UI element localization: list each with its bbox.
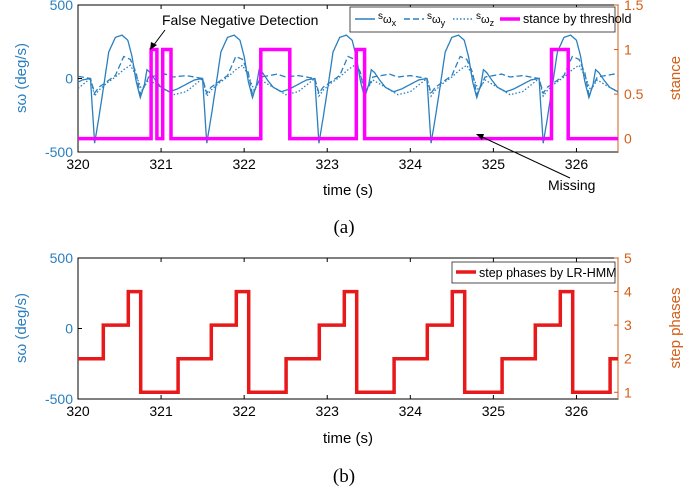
- x-tick-label-a-1: 321: [149, 156, 173, 172]
- legend-sx-base: s: [378, 11, 383, 22]
- x-tick-label-b-5: 325: [482, 403, 506, 419]
- y-left-tick-label-b-2: -500: [45, 391, 73, 407]
- series-sy-a: [77, 55, 619, 97]
- x-tick-label-b-2: 322: [232, 403, 256, 419]
- y-axis-left-label-b: sω (deg/s): [13, 293, 30, 363]
- y-left-tick-label-a-0: 500: [50, 0, 74, 13]
- legend-b: step phases by LR-HMM: [451, 261, 617, 284]
- annotation-false-negative-arrow: [152, 29, 166, 47]
- x-tick-label-a-5: 325: [482, 156, 506, 172]
- y-right-tick-label-a-1: 1: [624, 42, 632, 58]
- legend-label-sy: sωy: [427, 11, 446, 28]
- legend-box-b: [451, 261, 616, 284]
- y-right-tick-label-a-0: 1.5: [624, 0, 644, 13]
- caption-a: (a): [333, 217, 354, 238]
- y-axis-right-label-a: stance: [667, 56, 684, 100]
- y-right-tick-label-b-2: 3: [624, 317, 632, 333]
- y-right-tick-label-b-3: 2: [624, 351, 632, 367]
- legend-sz-sub: ω: [481, 14, 490, 26]
- legend-sx-sub: ω: [383, 14, 392, 26]
- annotation-false-negative: False Negative Detection: [162, 12, 318, 28]
- x-tick-label-b-0: 320: [66, 403, 90, 419]
- x-axis-label-a: time (s): [323, 182, 373, 199]
- annotation-missing-arrow: [479, 135, 571, 179]
- y-right-tick-label-b-0: 5: [624, 250, 632, 266]
- y-left-tick-label-b-0: 500: [50, 250, 74, 266]
- x-axis-label-b: time (s): [323, 430, 373, 447]
- y-right-tick-label-a-3: 0: [624, 131, 632, 147]
- caption-b: (b): [333, 466, 355, 487]
- legend-box-a: [349, 6, 616, 33]
- x-tick-label-b-3: 323: [316, 403, 340, 419]
- x-tick-label-b-6: 326: [565, 403, 589, 419]
- legend-label-sz: sωz: [476, 11, 495, 28]
- x-tick-label-a-2: 322: [232, 156, 256, 172]
- series-b: [78, 289, 618, 395]
- legend-sz-base: s: [476, 11, 481, 22]
- y-right-tick-label-b-4: 1: [624, 384, 632, 400]
- x-tick-label-a-0: 320: [66, 156, 90, 172]
- series-step-phases: [78, 289, 618, 395]
- x-tick-label-b-1: 321: [149, 403, 173, 419]
- series-stance: [78, 47, 618, 141]
- annotation-missing: Missing: [548, 177, 595, 193]
- y-axis-right-label-b: step phases: [667, 288, 684, 369]
- y-left-tick-label-a-1: 0: [65, 71, 73, 87]
- y-left-tick-label-a-2: -500: [45, 144, 73, 160]
- legend-sz-subsub: z: [490, 18, 495, 28]
- y-right-tick-label-a-2: 0.5: [624, 86, 644, 102]
- legend-a: sωx sωy sωz stance by threshold: [349, 6, 631, 33]
- series-sz-a: [77, 64, 619, 98]
- x-tick-label-a-6: 326: [565, 156, 589, 172]
- ticks-a: 320 321 322 323 324 325 326 500 0 -500 1.5 1 0.5 0: [45, 0, 644, 172]
- annotation-missing-arrowhead: [476, 134, 484, 140]
- x-tick-label-a-3: 323: [316, 156, 340, 172]
- legend-sx-subsub: x: [392, 18, 397, 28]
- y-left-tick-label-b-1: 0: [65, 321, 73, 337]
- series-a: [77, 34, 619, 144]
- legend-label-phases: step phases by LR-HMM: [479, 266, 617, 280]
- series-sx-a: [77, 34, 619, 144]
- legend-sy-subsub: y: [441, 18, 446, 28]
- legend-label-stance: stance by threshold: [523, 12, 631, 26]
- x-tick-label-a-4: 324: [399, 156, 423, 172]
- y-axis-left-label-a: sω (deg/s): [13, 43, 30, 113]
- x-tick-label-b-4: 324: [399, 403, 423, 419]
- legend-label-sx: sωx: [378, 11, 397, 28]
- y-right-tick-label-b-1: 4: [624, 284, 632, 300]
- legend-sy-sub: ω: [432, 14, 441, 26]
- annotation-false-negative-arrowhead: [150, 42, 157, 50]
- legend-sy-base: s: [427, 11, 432, 22]
